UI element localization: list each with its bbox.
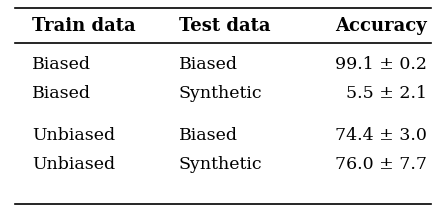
Text: Biased: Biased [33,85,91,102]
Text: 76.0 ± 7.7: 76.0 ± 7.7 [335,156,427,173]
Text: Train data: Train data [33,18,136,35]
Text: Synthetic: Synthetic [179,85,262,102]
Text: Biased: Biased [179,127,238,144]
Text: Biased: Biased [179,56,238,73]
Text: Synthetic: Synthetic [179,156,262,173]
Text: Unbiased: Unbiased [33,127,116,144]
Text: 5.5 ± 2.1: 5.5 ± 2.1 [346,85,427,102]
Text: Test data: Test data [179,18,270,35]
Text: Unbiased: Unbiased [33,156,116,173]
Text: 99.1 ± 0.2: 99.1 ± 0.2 [335,56,427,73]
Text: Accuracy: Accuracy [335,18,427,35]
Text: Biased: Biased [33,56,91,73]
Text: 74.4 ± 3.0: 74.4 ± 3.0 [335,127,427,144]
